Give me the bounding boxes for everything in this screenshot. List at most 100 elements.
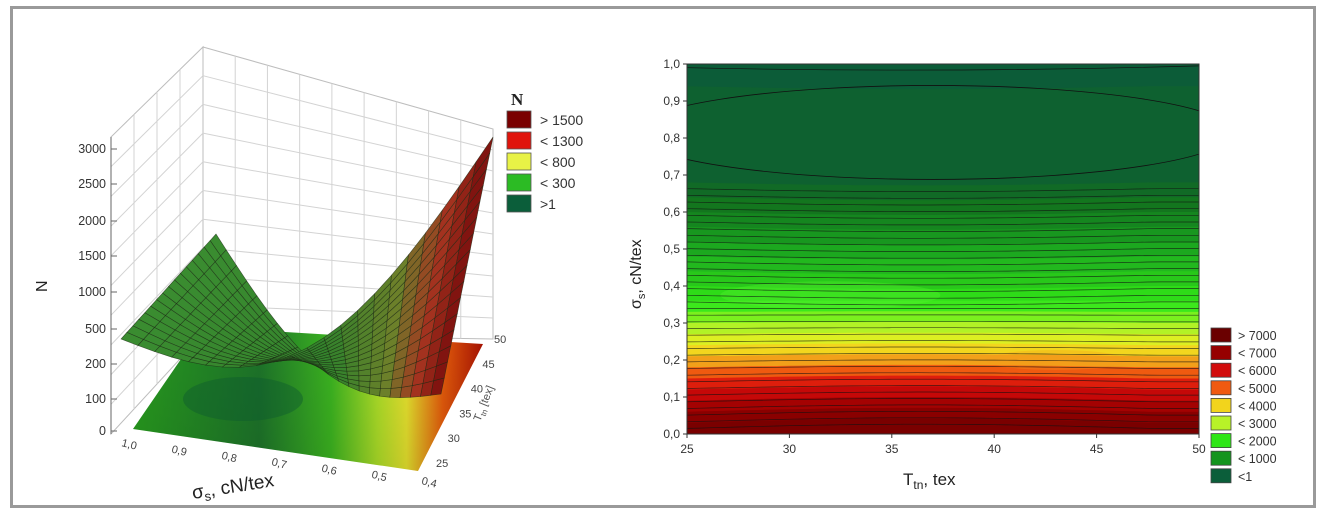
legend-swatch [1210,362,1232,378]
contour-line [687,340,1199,343]
legend-swatch [1210,345,1232,361]
contour-line [687,294,1199,299]
surface-cell [333,367,348,372]
y-tick-label: 0,7 [663,168,680,182]
legend-label: < 3000 [1238,417,1277,431]
legend-label: < 7000 [1238,347,1277,361]
legend-swatch [1210,415,1232,431]
contour-y-ticks: 0,0 0,1 0,2 0,3 0,4 0,5 0,6 0,7 0,8 0,9 1,0 [663,57,687,441]
x-tick-label: 25 [680,442,694,456]
contour-band [687,418,1199,434]
y-tick-label: 0,9 [663,94,680,108]
y-tick-label: 35 [459,408,471,420]
surface-cell [473,136,494,177]
z-axis-label: N [34,280,51,292]
contour-line [687,346,1199,349]
x-tick-label: 35 [885,442,899,456]
x-tick-label: 0,4 [420,475,438,490]
surface-cell [358,374,371,382]
contour-line [687,391,1199,396]
y-tick-label: 0,5 [663,242,680,256]
contour-legend: > 7000 < 7000 < 6000 < 5000 < 4000 < 3000 < 20… [1210,327,1277,484]
y-tick-label: 0,3 [663,316,680,330]
y-tick-label: 0,8 [663,131,680,145]
contour-line [687,353,1199,356]
contour-line [687,201,1199,206]
contour-line [687,320,1199,323]
contour-line [687,65,1199,71]
z-tick-label: 2500 [78,177,106,191]
legend-label: > 1500 [540,112,583,128]
contour-line [687,228,1199,232]
x-tick-label: 1,0 [120,437,138,452]
x-axis-label: σs, cN/tex [190,470,276,505]
contour-line [687,281,1199,286]
y-tick-label: 25 [436,458,448,470]
contour-line [687,404,1199,409]
legend-label: < 1300 [540,133,583,149]
contour-line [687,327,1199,329]
legend-swatch [506,131,532,150]
y-tick-label: 1,0 [663,57,680,71]
y-tick-label: 0,1 [663,390,680,404]
contour-line [687,417,1199,423]
y-tick-label: 40 [471,384,483,396]
contour-line [687,241,1199,246]
legend-label: < 2000 [1238,435,1277,449]
surface-cell [369,380,382,389]
contour-line [687,423,1199,429]
z-tick-label: 1000 [78,285,106,299]
contour-line [687,234,1199,239]
contour-lines [687,65,1199,429]
x-axis-ticks: 1,0 0,9 0,8 0,7 0,6 0,5 0,4 [120,437,438,490]
legend-swatch [506,173,532,192]
contour-line [687,268,1199,272]
z-tick-label: 500 [85,322,106,336]
z-tick-label: 2000 [78,214,106,228]
contour-line [687,261,1199,266]
surface-legend: N > 1500 < 1300 < 800 < 300 >1 [506,90,583,213]
z-tick-label: 200 [85,357,106,371]
legend-swatch [506,110,532,129]
y-tick-label: 30 [448,433,460,445]
legend-label: < 4000 [1238,399,1277,413]
contour-line [687,359,1199,363]
contour-line [687,274,1199,279]
legend-swatch [1210,450,1232,466]
x-tick-label: 0,8 [220,450,238,465]
legend-label: <1 [1238,470,1252,484]
surface-mesh [120,136,494,398]
z-tick-label: 100 [85,392,106,406]
contour-line [687,398,1199,403]
surface-cell [346,370,360,377]
contour-y-label: σs, cN/tex [628,239,648,309]
contour-plot: 0,0 0,1 0,2 0,3 0,4 0,5 0,6 0,7 0,8 0,9 1,0 25 30 35… [628,57,1277,492]
y-tick-label: 0,6 [663,205,680,219]
contour-line [687,254,1199,259]
y-tick-label: 0,0 [663,427,680,441]
contour-line [687,365,1199,369]
x-tick-label: 50 [1192,442,1206,456]
x-tick-label: 0,7 [270,456,288,471]
contour-line [687,208,1199,212]
legend-swatch [1210,380,1232,396]
contour-line [687,214,1199,219]
contour-line [687,378,1199,383]
legend-swatch [506,194,532,213]
z-tick-label: 0 [99,424,106,438]
contour-x-ticks: 25 30 35 40 45 50 [680,434,1206,456]
legend-label: < 1000 [1238,452,1277,466]
legend-swatch [1210,468,1232,484]
legend-label: > 7000 [1238,329,1277,343]
x-tick-label: 40 [988,442,1002,456]
legend-swatch [1210,327,1232,343]
floor-dark-region [183,377,303,421]
contour-line [687,221,1199,226]
contour-line [687,248,1199,252]
contour-x-label: Ttn, tex [903,470,956,492]
y-tick-label: 0,4 [663,279,680,293]
